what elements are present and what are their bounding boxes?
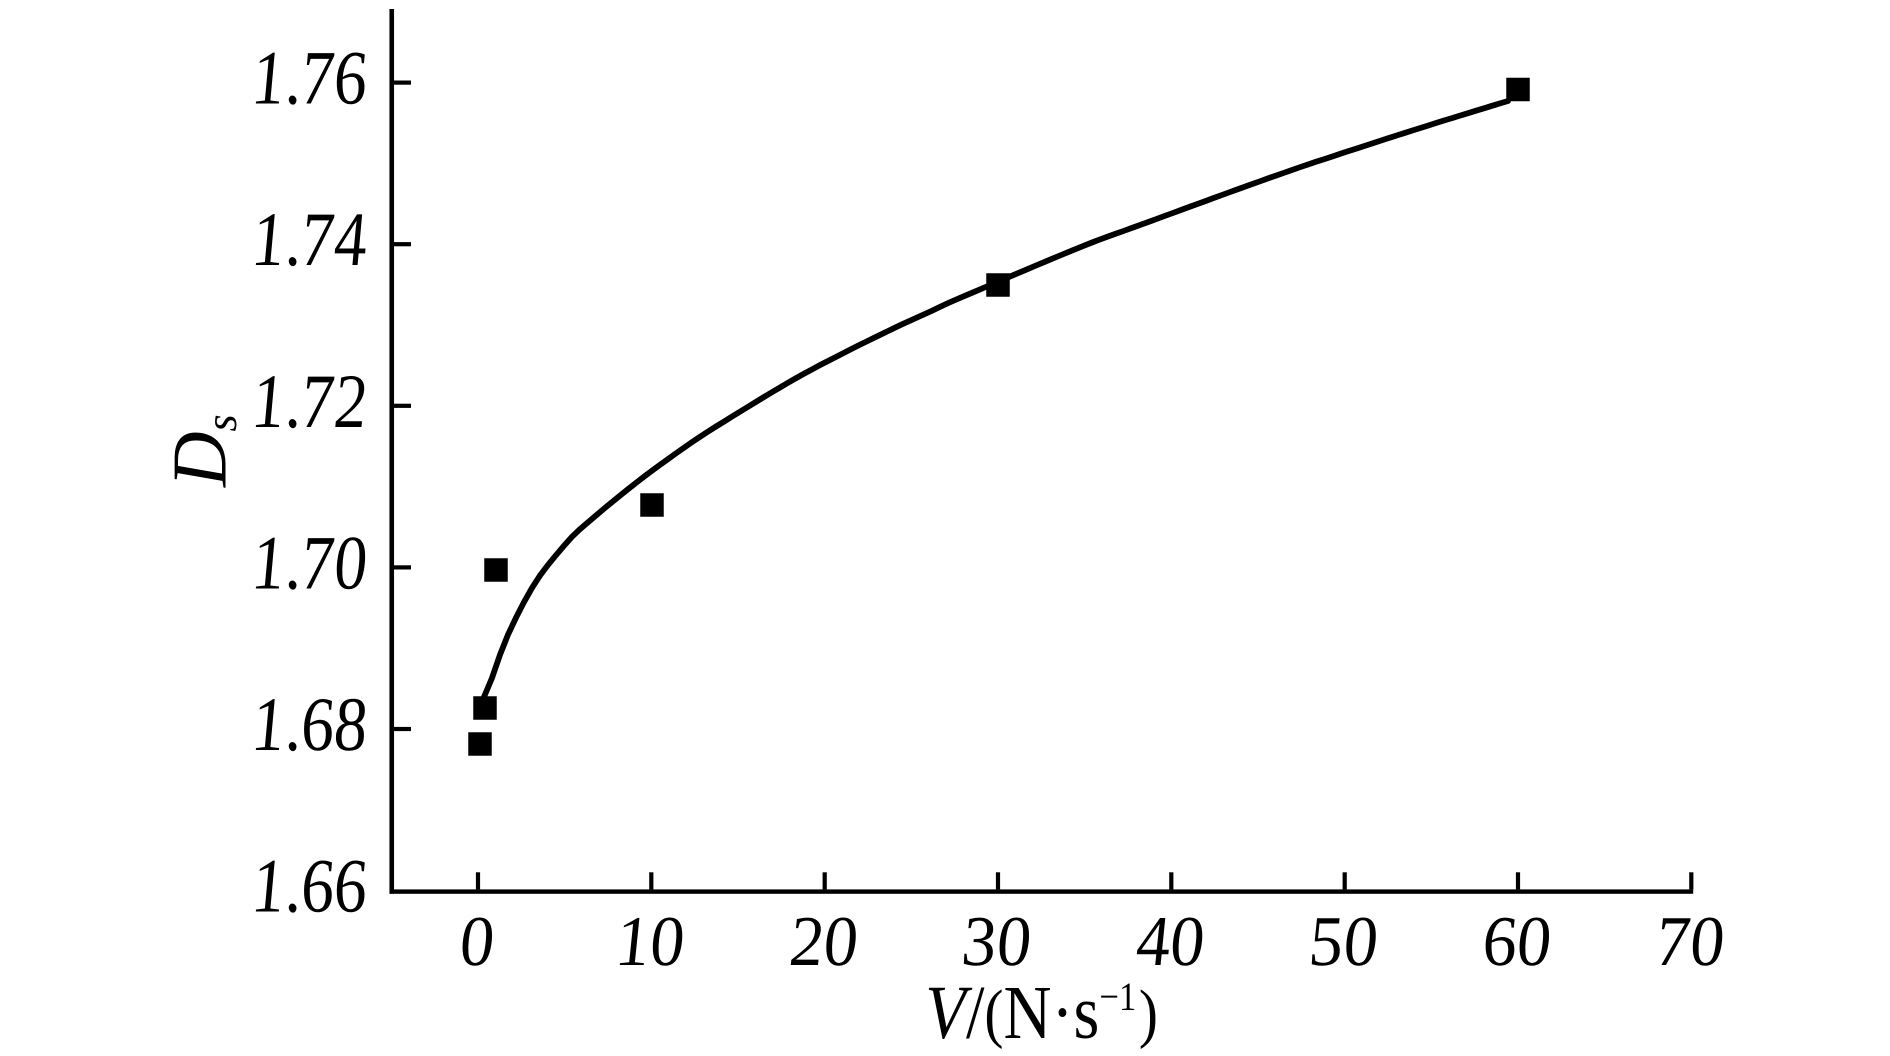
svg-text:1.68: 1.68 xyxy=(249,682,369,767)
svg-text:D: D xyxy=(157,431,243,488)
svg-text:60: 60 xyxy=(1480,903,1553,982)
svg-text:1.72: 1.72 xyxy=(249,359,369,444)
svg-text:50: 50 xyxy=(1307,903,1380,982)
svg-text:s: s xyxy=(197,414,246,431)
svg-text:0: 0 xyxy=(457,903,496,982)
svg-text:70: 70 xyxy=(1653,903,1726,982)
svg-text:1.66: 1.66 xyxy=(249,844,369,929)
svg-text:1.74: 1.74 xyxy=(249,197,369,282)
svg-text:V/(N·s−1): V/(N·s−1) xyxy=(925,971,1158,1055)
svg-text:20: 20 xyxy=(787,903,860,982)
svg-text:1.76: 1.76 xyxy=(249,36,369,121)
svg-text:30: 30 xyxy=(959,903,1033,982)
svg-text:1.70: 1.70 xyxy=(249,521,369,606)
svg-text:10: 10 xyxy=(613,903,686,982)
svg-text:40: 40 xyxy=(1133,903,1206,982)
